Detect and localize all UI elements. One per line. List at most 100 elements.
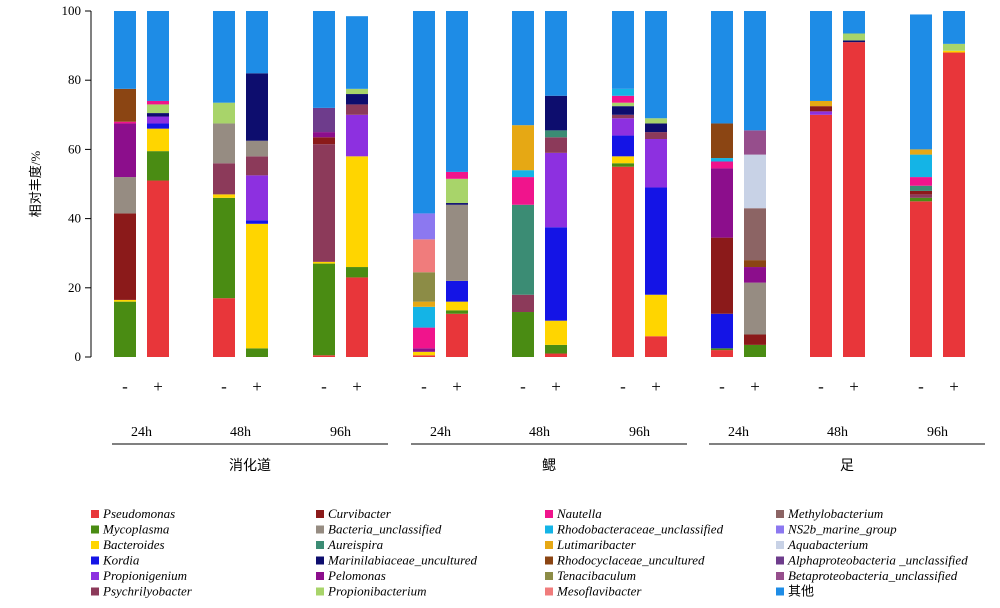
bar-segment-aureispira xyxy=(512,204,534,295)
sign-label: - xyxy=(719,377,725,396)
bar-segment-kordia xyxy=(545,227,567,321)
bar-segment-- xyxy=(147,11,169,101)
bar-segment-rhodobacteraceae-unclassified xyxy=(413,306,435,328)
bar-segment-bacteria-unclassified xyxy=(446,204,468,281)
bar-segment-lutimaribacter xyxy=(413,301,435,307)
bar-segment-propionibacterium xyxy=(213,102,235,124)
bar-segment-pseudomonas xyxy=(147,180,169,357)
group-label: 足 xyxy=(840,459,854,474)
time-label: 48h xyxy=(529,425,550,440)
bar-segment-aquabacterium xyxy=(744,154,766,209)
legend-item: Curvibacter xyxy=(316,506,392,521)
legend-swatch xyxy=(545,572,553,580)
bar-9 xyxy=(512,11,534,357)
legend-item: Marinilabiaceae_uncultured xyxy=(316,553,477,568)
bar-segment-bacteria-unclassified xyxy=(246,140,268,157)
y-axis-label: 相对丰度/% xyxy=(28,151,43,218)
bar-segment-rhodobacteraceae-unclassified xyxy=(512,170,534,178)
legend-swatch xyxy=(776,572,784,580)
legend-label: Marinilabiaceae_uncultured xyxy=(327,553,477,568)
bar-segment-pseudomonas xyxy=(545,353,567,357)
bar-segment-psychrilyobacter xyxy=(313,144,335,262)
bar-segment-- xyxy=(645,11,667,119)
bar-segment-- xyxy=(810,11,832,101)
bar-segment-marinilabiaceae-uncultured xyxy=(843,40,865,43)
bar-segment-- xyxy=(446,11,468,172)
bar-segment-mycoplasma xyxy=(313,263,335,356)
sign-label: - xyxy=(321,377,327,396)
bar-segment-psychrilyobacter xyxy=(910,194,932,198)
bar-segment-propionibacterium xyxy=(645,118,667,124)
bar-segment-psychrilyobacter xyxy=(545,137,567,153)
bar-segment-propionigenium xyxy=(346,114,368,157)
legend-swatch xyxy=(91,510,99,518)
bar-segment-mycoplasma xyxy=(545,344,567,354)
legend-label: Betaproteobacteria_unclassified xyxy=(788,568,958,583)
legend-swatch xyxy=(316,572,324,580)
bar-1 xyxy=(114,11,136,357)
legend-label: Curvibacter xyxy=(328,506,392,521)
legend-swatch xyxy=(316,556,324,565)
bar-segment-rhodobacteraceae-unclassified xyxy=(910,154,932,178)
legend: PseudomonasMycoplasmaBacteroidesKordiaPr… xyxy=(91,506,968,599)
bar-segment-propionibacterium xyxy=(446,178,468,204)
bar-segment-mycoplasma xyxy=(711,348,733,351)
bar-segment-nautella xyxy=(711,161,733,169)
legend-swatch xyxy=(91,525,99,534)
bar-segment-mycoplasma xyxy=(213,197,235,299)
bar-segment-psychrilyobacter xyxy=(246,156,268,176)
legend-item: Aquabacterium xyxy=(776,537,868,552)
bar-segment-pelomonas xyxy=(744,267,766,283)
sign-label: + xyxy=(551,377,561,396)
bar-segment-pseudomonas xyxy=(645,336,667,357)
bar-segment-psychrilyobacter xyxy=(512,294,534,313)
bar-segment-mycoplasma xyxy=(910,197,932,202)
bar-segment-bacteroides xyxy=(313,261,335,264)
bar-16 xyxy=(843,11,865,357)
legend-label: Mesoflavibacter xyxy=(556,584,642,599)
legend-item: Mycoplasma xyxy=(91,522,170,537)
bar-segment-nautella xyxy=(413,327,435,349)
bar-segment-marinilabiaceae-uncultured xyxy=(147,113,169,117)
bar-segment-marinilabiaceae-uncultured xyxy=(545,95,567,131)
bar-segment-rhodocyclaceae-uncultured xyxy=(744,260,766,268)
bar-segment-propionibacterium xyxy=(612,102,634,107)
bar-segment-curvibacter xyxy=(313,137,335,145)
bar-segment-pelomonas xyxy=(711,168,733,238)
bar-segment-mycoplasma xyxy=(147,151,169,181)
bar-segment-methylobacterium xyxy=(744,208,766,261)
legend-label: Psychrilyobacter xyxy=(102,584,193,599)
legend-item: Mesoflavibacter xyxy=(545,584,642,599)
y-tick-label: 40 xyxy=(68,211,81,226)
bar-segment-mycoplasma xyxy=(246,348,268,357)
time-label: 24h xyxy=(131,425,152,440)
bar-segment-psychrilyobacter xyxy=(213,163,235,195)
legend-label: Methylobacterium xyxy=(787,506,883,521)
legend-item: Bacteria_unclassified xyxy=(316,522,442,537)
bar-segment-mycoplasma xyxy=(346,267,368,278)
time-label: 24h xyxy=(728,425,749,440)
legend-label: Aquabacterium xyxy=(787,537,868,552)
bar-segment-nautella xyxy=(446,171,468,179)
bar-segment-nautella xyxy=(612,95,634,103)
bar-segment-pseudomonas xyxy=(843,42,865,357)
legend-swatch xyxy=(776,510,784,518)
bars xyxy=(114,11,965,358)
time-label: 96h xyxy=(629,425,650,440)
bar-segment-- xyxy=(512,11,534,126)
bar-segment-bacteria-unclassified xyxy=(744,282,766,335)
bar-segment-- xyxy=(545,11,567,96)
bar-segment-- xyxy=(612,11,634,89)
bar-segment-bacteroides xyxy=(413,351,435,356)
bar-segment-propionigenium xyxy=(246,175,268,221)
legend-label: Propionibacterium xyxy=(327,584,426,599)
bar-segment-propionigenium xyxy=(612,118,634,136)
bar-segment-curvibacter xyxy=(910,190,932,195)
bar-segment-mycoplasma xyxy=(512,312,534,357)
bar-segment-kordia xyxy=(147,123,169,129)
bar-segment-pelomonas xyxy=(413,348,435,352)
bar-segment-bacteroides xyxy=(612,156,634,164)
bar-segment-- xyxy=(114,11,136,89)
time-label: 96h xyxy=(330,425,351,440)
